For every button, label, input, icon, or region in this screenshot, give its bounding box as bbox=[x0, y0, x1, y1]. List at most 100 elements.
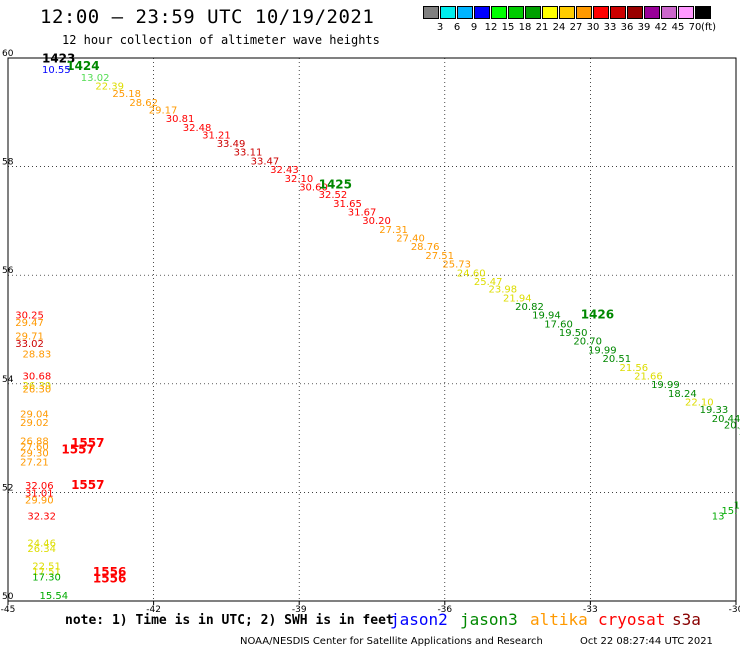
scale-swatch bbox=[474, 6, 490, 19]
scale-swatch bbox=[423, 6, 439, 19]
scale-swatch bbox=[576, 6, 592, 19]
wave-height-label: 29.71 bbox=[15, 331, 44, 342]
wave-height-label: 19.29 bbox=[738, 427, 740, 438]
wave-height-label: 19.99 bbox=[588, 345, 617, 356]
pass-id-label: 1557 bbox=[71, 436, 104, 450]
wave-height-label: 31.01 bbox=[25, 489, 54, 500]
wave-height-label: 15.39 bbox=[734, 501, 740, 512]
scale-label: 12 bbox=[484, 22, 498, 33]
wave-height-label: 33.02 bbox=[15, 339, 44, 350]
pass-id-label: 1557 bbox=[61, 442, 94, 456]
scale-label: 39 bbox=[637, 22, 651, 33]
scale-label: 45 bbox=[671, 22, 685, 33]
wave-height-label: 32.48 bbox=[183, 123, 212, 134]
scale-label: 70 bbox=[688, 22, 702, 33]
wave-height-label: 28.76 bbox=[411, 242, 440, 253]
wave-height-label: 21.94 bbox=[503, 293, 532, 304]
wave-height-label: 25.18 bbox=[112, 89, 141, 100]
scale-swatch bbox=[695, 6, 711, 19]
wave-height-label: 31.21 bbox=[202, 130, 231, 141]
map-title: 12:00 — 23:59 UTC 10/19/2021 bbox=[40, 6, 375, 28]
wave-height-label: 26.88 bbox=[20, 437, 49, 448]
lat-label: 54 bbox=[2, 375, 14, 385]
wave-height-label: 15. bbox=[721, 506, 737, 517]
scale-swatch bbox=[542, 6, 558, 19]
wave-height-label: 20.82 bbox=[515, 302, 544, 313]
lat-label: 50 bbox=[2, 592, 14, 602]
wave-height-label: 32.32 bbox=[27, 512, 56, 523]
wave-height-label: 28.62 bbox=[129, 98, 158, 109]
wave-height-label: 20.70 bbox=[573, 337, 602, 348]
pass-id-label: 1424 bbox=[66, 59, 99, 73]
wave-height-label: 24.60 bbox=[457, 268, 486, 279]
scale-label: 42 bbox=[654, 22, 668, 33]
scale-swatch bbox=[678, 6, 694, 19]
wave-height-label: 31.65 bbox=[333, 199, 362, 210]
scale-unit: (ft) bbox=[701, 22, 717, 33]
lon-label: -36 bbox=[437, 605, 452, 615]
wave-height-label: 22.51 bbox=[32, 562, 61, 573]
wave-height-label: 27.60 bbox=[20, 442, 49, 453]
satellite-cryosat: cryosat bbox=[598, 610, 666, 629]
scale-swatch bbox=[440, 6, 456, 19]
scale-swatch bbox=[627, 6, 643, 19]
scale-swatch bbox=[525, 6, 541, 19]
scale-swatch bbox=[491, 6, 507, 19]
scale-swatch bbox=[661, 6, 677, 19]
wave-height-label: 30.81 bbox=[166, 114, 195, 125]
satellite-s3a: s3a bbox=[672, 610, 701, 629]
scale-label: 36 bbox=[620, 22, 634, 33]
scale-label: 30 bbox=[586, 22, 600, 33]
scale-swatch bbox=[457, 6, 473, 19]
lon-label: -42 bbox=[146, 605, 161, 615]
lat-label: 56 bbox=[2, 266, 14, 276]
scale-swatch bbox=[644, 6, 660, 19]
wave-height-label: 19.94 bbox=[532, 311, 561, 322]
wave-height-label: 32.43 bbox=[270, 165, 299, 176]
scale-label: 21 bbox=[535, 22, 549, 33]
map-frame bbox=[7, 57, 737, 602]
satellite-altika: altika bbox=[530, 610, 588, 629]
wave-height-label: 29.04 bbox=[20, 409, 49, 420]
scale-swatch bbox=[593, 6, 609, 19]
wave-height-label: 33.11 bbox=[234, 148, 263, 159]
wave-height-label: 30.20 bbox=[362, 216, 391, 227]
wave-height-label: 27.40 bbox=[396, 234, 425, 245]
lon-label: -39 bbox=[292, 605, 307, 615]
scale-label: 27 bbox=[569, 22, 583, 33]
wave-height-label: 30.68 bbox=[23, 371, 52, 382]
wave-height-label: 26.34 bbox=[27, 544, 56, 555]
wave-height-label: 29.30 bbox=[20, 449, 49, 460]
lon-label: -45 bbox=[1, 605, 16, 615]
wave-height-label: 25.73 bbox=[442, 260, 471, 271]
wave-height-label: 33.49 bbox=[217, 139, 246, 150]
wave-height-label: 28.83 bbox=[23, 350, 52, 361]
wave-height-label: 13.02 bbox=[81, 73, 110, 84]
wave-height-label: 10.55 bbox=[42, 65, 71, 76]
wave-height-label: 13 bbox=[712, 512, 725, 523]
lon-label: -30 bbox=[729, 605, 740, 615]
pass-id-label: 1426 bbox=[581, 308, 614, 322]
wave-height-label: 20.51 bbox=[603, 354, 632, 365]
lon-label: -33 bbox=[583, 605, 598, 615]
lat-label: 52 bbox=[2, 483, 13, 493]
wave-height-label: 19.50 bbox=[559, 328, 588, 339]
wave-height-label: 27.51 bbox=[425, 251, 454, 262]
pass-id-label: 1556 bbox=[93, 565, 126, 579]
wave-height-label: 26.39 bbox=[23, 381, 52, 392]
timestamp: Oct 22 08:27:44 UTC 2021 bbox=[580, 636, 713, 647]
scale-swatch bbox=[508, 6, 524, 19]
satellite-jason2: jason2 bbox=[390, 610, 448, 629]
wave-height-label: 24.46 bbox=[27, 539, 56, 550]
scale-label: 33 bbox=[603, 22, 617, 33]
wave-height-label: 21.56 bbox=[620, 363, 649, 374]
wave-height-label: 21.66 bbox=[634, 371, 663, 382]
wave-height-label: 30.60 bbox=[299, 182, 328, 193]
wave-height-label: 29.47 bbox=[15, 318, 44, 329]
wave-height-label: 20.71 bbox=[724, 420, 740, 431]
scale-label: 9 bbox=[470, 22, 478, 33]
scale-label: 15 bbox=[501, 22, 515, 33]
wave-height-label: 25.47 bbox=[474, 277, 503, 288]
credit-line: NOAA/NESDIS Center for Satellite Applica… bbox=[240, 636, 543, 647]
